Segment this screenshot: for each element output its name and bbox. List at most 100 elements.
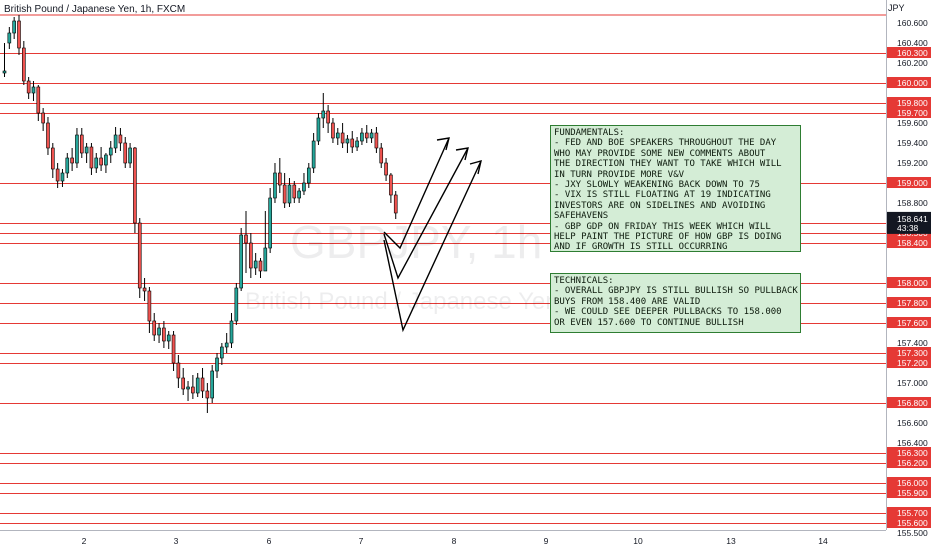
candle-body [379,147,384,164]
price-axis: 160.600 160.400 160.200 159.600 159.400 159.2… [886,0,931,538]
candle-body [176,362,181,379]
candle-body [31,86,36,94]
level-price-badge[interactable]: 159.800 [887,97,931,108]
candle-body [249,242,253,269]
level-price-badge[interactable]: 160.300 [887,47,931,58]
candle [79,128,84,158]
candle [389,173,393,203]
level-badge-bg [887,177,931,188]
current-price-bg [887,211,931,234]
description-watermark: British Pound / Japanese Yen [245,288,559,315]
level-price-badge[interactable]: 157.200 [887,357,931,368]
level-price-badge[interactable]: 157.300 [887,347,931,358]
price-tick-label: 159.600 [897,118,928,128]
candle [278,158,282,193]
candle [282,173,287,208]
candle-body [133,147,137,224]
level-badge-bg [887,277,931,288]
price-tick-label: 160.600 [897,18,928,28]
level-badge-bg [887,477,931,488]
level-price-badge[interactable]: 156.200 [887,457,931,468]
technicals-note[interactable]: TECHNICALS: - OVERALL GBPJPY IS STILL BUL… [550,273,801,333]
candle-body [244,234,248,244]
candle [36,85,41,121]
candle-body [360,132,364,142]
level-badge-bg [887,487,931,498]
candle-body [2,70,7,74]
chart-title[interactable]: British Pound / Japanese Yen, 1h, FXCM [4,4,186,15]
level-price-badge[interactable]: 160.000 [887,77,931,88]
candle-body [22,47,26,82]
candle [99,147,103,171]
candle [287,178,292,207]
axis-currency-label[interactable]: JPY [888,3,905,13]
level-badge-bg [887,317,931,328]
level-badge-bg [887,357,931,368]
level-price-badge[interactable]: 158.400 [887,237,931,248]
level-price-badge[interactable]: 156.000 [887,477,931,488]
candle-body [41,112,45,124]
candle [249,233,253,278]
time-tick-label: 2 [82,536,87,546]
level-price-badge[interactable]: 159.700 [887,107,931,118]
price-tick-label: 158.800 [897,198,928,208]
fundamentals-note[interactable]: FUNDAMENTALS: - FED AND BOE SPEAKERS THRO… [550,125,801,252]
candle-body [152,320,157,336]
fundamentals-note-line: - JXY SLOWLY WEAKENING BACK DOWN TO 75 [554,180,760,191]
candle [292,181,297,203]
candle-body [239,234,243,289]
candle [7,27,12,49]
candle-body [311,140,316,169]
level-price-badge[interactable]: 158.000 [887,277,931,288]
candle-body [171,334,176,364]
candle [17,15,21,55]
candle [326,105,330,133]
technicals-note-line: OR EVEN 157.600 TO CONTINUE BULLISH [554,317,744,328]
fundamentals-note-line: - VIX IS STILL FLOATING AT 19 INDICATING [554,190,771,201]
level-price-badge[interactable]: 155.600 [887,517,931,528]
level-price-badge[interactable]: 156.800 [887,397,931,408]
candle [186,381,190,401]
candle [50,143,55,178]
candle [239,228,243,291]
candle-body [166,334,171,342]
candle-body [350,138,355,148]
fundamentals-note-line: WHO MAY PROVIDE SOME NEW COMMENTS ABOUT [554,148,766,159]
time-tick-label: 10 [633,536,643,546]
fundamentals-note-line: SAFEHAVENS [554,211,609,222]
candle [65,153,70,178]
candle-body [224,342,229,348]
candle-body [210,370,214,399]
candle-body [258,260,263,272]
technicals-note-line: BUYS FROM 158.400 ARE VALID [554,296,701,307]
projection-arrows [383,137,482,333]
current-price-label: 158.641 [897,214,928,224]
level-badge-label: 159.700 [897,108,928,118]
candle [210,365,214,403]
bar-countdown-label: 43:38 [897,223,919,233]
candle [360,128,364,145]
candle [142,278,147,301]
level-price-badge[interactable]: 155.900 [887,487,931,498]
candle [147,287,152,333]
fundamentals-note-line: IN TURN PROVIDE MORE V&V [554,169,685,180]
candle-body [181,377,186,390]
candle [297,188,301,203]
time-tick-label: 9 [544,536,549,546]
level-price-badge[interactable]: 157.600 [887,317,931,328]
level-price-badge[interactable]: 157.800 [887,297,931,308]
level-price-badge[interactable]: 155.700 [887,507,931,518]
level-badge-bg [887,457,931,468]
level-badge-label: 156.300 [897,448,928,458]
candle-body [306,167,311,184]
candlestick-series [2,15,398,413]
candle [191,375,195,399]
candle [379,143,384,168]
candle-body [12,20,16,34]
level-price-badge[interactable]: 159.000 [887,177,931,188]
level-price-badge[interactable]: 156.300 [887,447,931,458]
candle-body [46,122,50,149]
level-badge-label: 157.300 [897,348,928,358]
